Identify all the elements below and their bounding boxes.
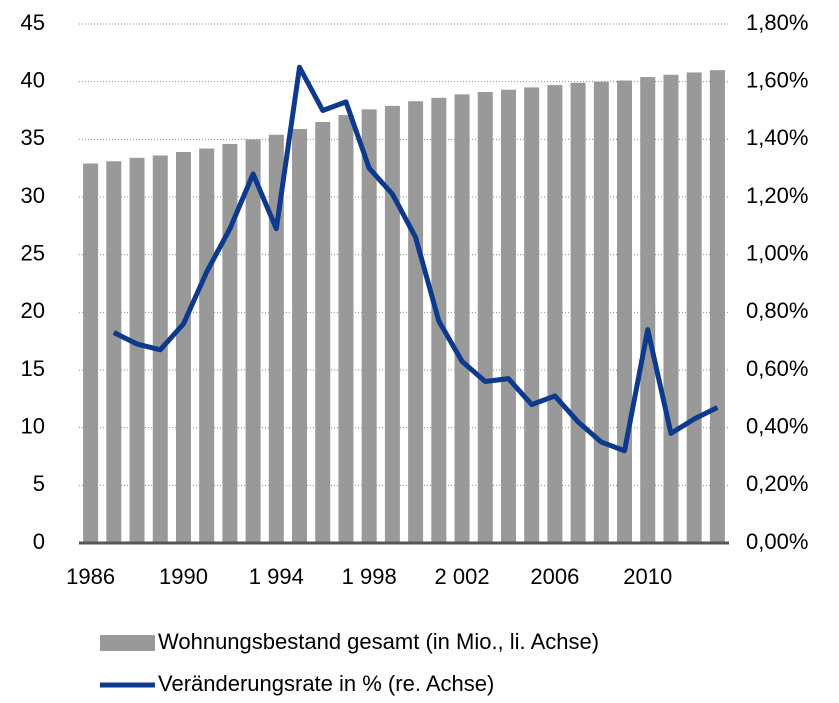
legend-label: Wohnungsbestand gesamt (in Mio., li. Ach… xyxy=(158,629,599,654)
y2-tick-label: 0,60% xyxy=(746,356,808,381)
y2-tick-label: 0,40% xyxy=(746,413,808,438)
x-tick-label: 2006 xyxy=(530,564,579,589)
y2-tick-label: 0,80% xyxy=(746,298,808,323)
y-tick-label: 25 xyxy=(21,240,45,265)
bar xyxy=(663,74,679,543)
x-tick-label: 1990 xyxy=(159,564,208,589)
bar xyxy=(199,148,215,543)
bar xyxy=(361,109,377,543)
bar xyxy=(129,157,145,543)
bar xyxy=(454,94,470,543)
y-tick-label: 40 xyxy=(21,67,45,92)
y-tick-label: 35 xyxy=(21,125,45,150)
bar xyxy=(292,128,308,543)
bar xyxy=(709,70,725,543)
bar xyxy=(640,77,656,543)
y-tick-label: 10 xyxy=(21,413,45,438)
legend-label: Veränderungsrate in % (re. Achse) xyxy=(158,671,494,696)
x-tick-label: 1 998 xyxy=(342,564,397,589)
bar xyxy=(268,134,284,543)
y2-tick-label: 0,00% xyxy=(746,529,808,554)
y-tick-label: 0 xyxy=(33,529,45,554)
x-tick-label: 1 994 xyxy=(249,564,304,589)
bar xyxy=(593,81,609,544)
y-tick-label: 45 xyxy=(21,10,45,35)
y2-tick-label: 1,00% xyxy=(746,240,808,265)
bar xyxy=(83,163,99,543)
x-tick-label: 2010 xyxy=(623,564,672,589)
line xyxy=(112,64,719,454)
bar xyxy=(175,152,191,543)
bar xyxy=(524,87,540,543)
y2-tick-label: 1,60% xyxy=(746,67,808,92)
y2-tick-label: 0,20% xyxy=(746,471,808,496)
bar xyxy=(384,105,400,544)
legend-swatch xyxy=(100,635,155,651)
bar xyxy=(500,89,516,544)
y-tick-label: 15 xyxy=(21,356,45,381)
bar xyxy=(106,161,122,543)
bar xyxy=(617,80,633,543)
bar xyxy=(547,85,563,544)
bar xyxy=(570,82,586,543)
y-tick-label: 30 xyxy=(21,183,45,208)
bar xyxy=(338,115,354,543)
bar xyxy=(222,143,238,544)
x-tick-label: 2 002 xyxy=(435,564,490,589)
y-tick-label: 20 xyxy=(21,298,45,323)
bar xyxy=(686,72,702,543)
bar xyxy=(315,122,331,544)
x-tick-label: 1986 xyxy=(66,564,115,589)
bar xyxy=(408,101,424,544)
y2-tick-label: 1,80% xyxy=(746,10,808,35)
y2-tick-label: 1,40% xyxy=(746,125,808,150)
bar xyxy=(477,92,493,544)
bar xyxy=(245,139,261,544)
y2-tick-label: 1,20% xyxy=(746,183,808,208)
y-tick-label: 5 xyxy=(33,471,45,496)
